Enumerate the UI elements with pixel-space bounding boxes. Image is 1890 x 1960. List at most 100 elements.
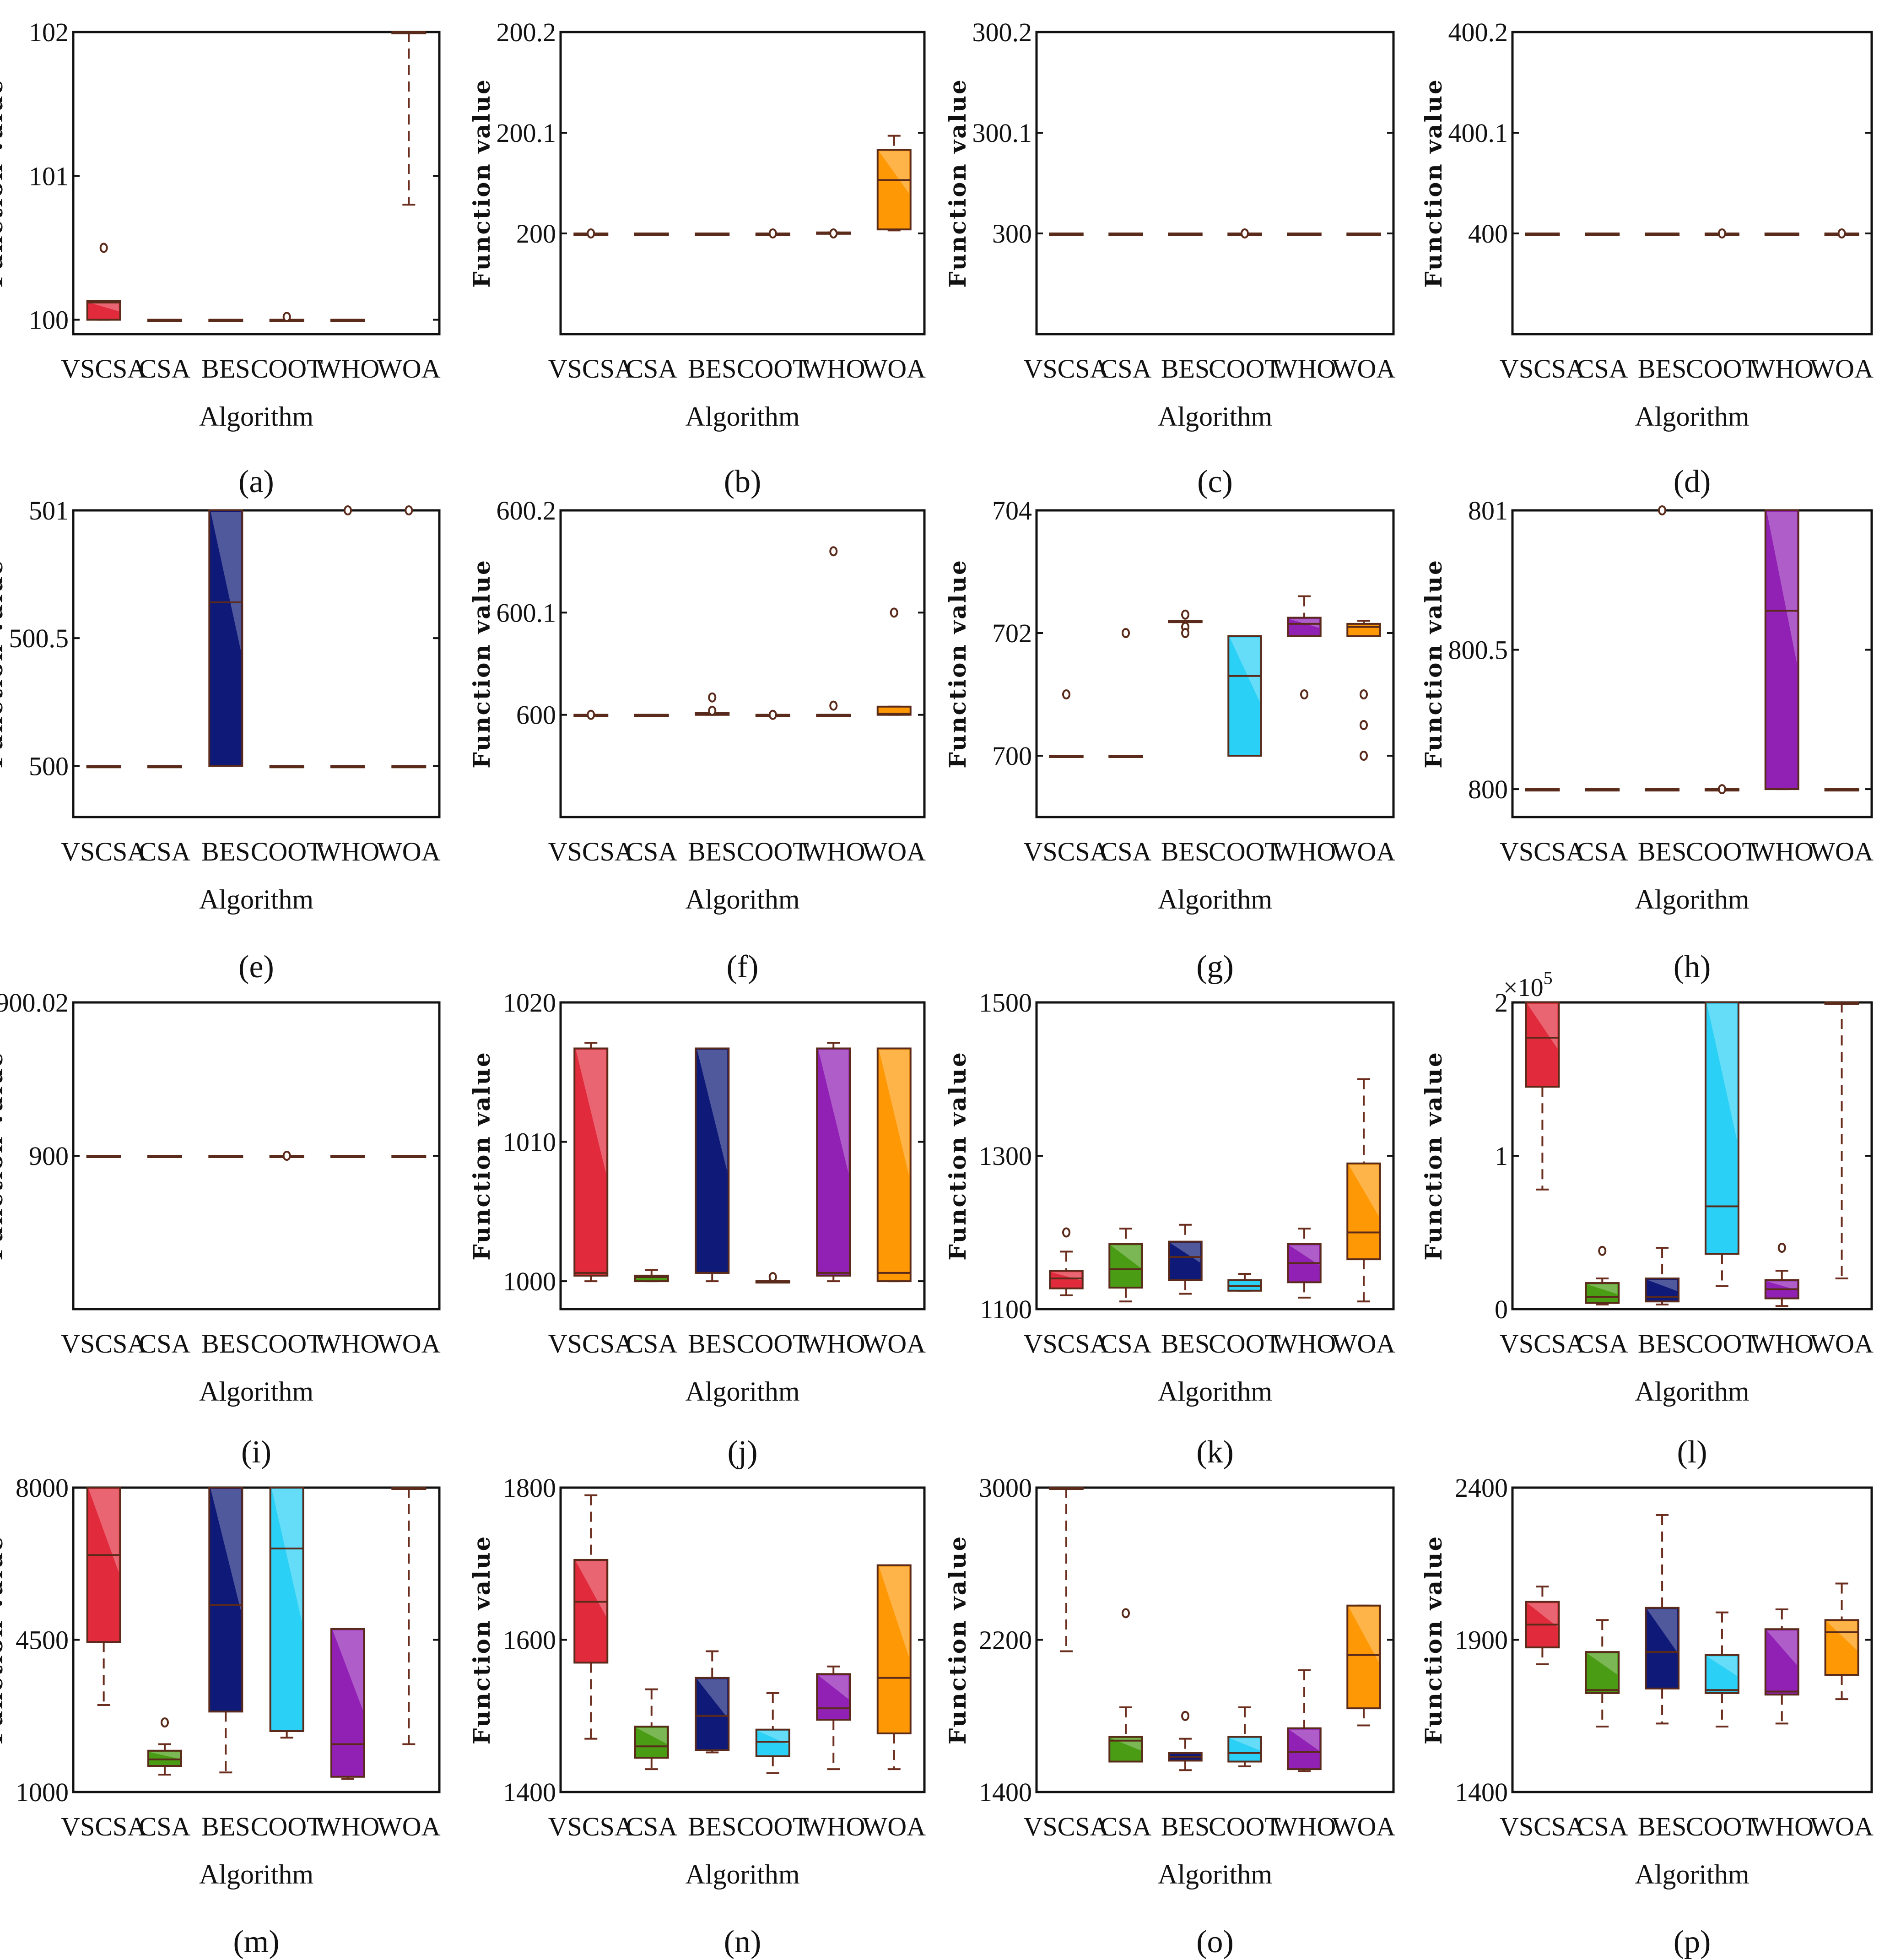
y-tick-label: 2 [1495, 988, 1508, 1018]
x-tick-label: WOA [862, 837, 926, 866]
plot-frame [72, 509, 441, 818]
box-coot [269, 312, 304, 322]
box-csa [634, 714, 669, 717]
x-tick-label: WOA [1810, 1812, 1874, 1841]
y-tick-label: 101 [29, 161, 69, 191]
y-axis-label: Function value [0, 78, 8, 288]
box-highlight [1527, 1603, 1558, 1627]
y-tick-label: 1400 [1455, 1777, 1508, 1807]
y-axis-label: Function value [0, 559, 8, 769]
box-vscsa [1525, 788, 1560, 792]
x-tick-label: COOT [1209, 1812, 1281, 1841]
outlier-point [1122, 628, 1130, 638]
outlier-point [1837, 228, 1846, 238]
box-body [1346, 623, 1381, 637]
outlier-point [405, 505, 413, 515]
x-tick-label: COOT [737, 1329, 809, 1359]
box-highlight [1230, 1738, 1260, 1751]
box-body [1645, 1607, 1680, 1689]
x-tick-label: BES [688, 837, 736, 866]
box-bes [1168, 1711, 1203, 1771]
box-vscsa [86, 1487, 121, 1706]
box-coot [269, 1151, 304, 1161]
box-csa [1108, 628, 1143, 758]
box-highlight [1289, 1729, 1319, 1751]
box-who [1764, 1608, 1799, 1725]
box-highlight [757, 1731, 788, 1744]
box-highlight [1766, 1630, 1797, 1665]
box-body [1704, 1002, 1739, 1255]
panel-caption: (n) [724, 1924, 761, 1960]
axis-multiplier: ×105 [1503, 968, 1553, 1002]
box-highlight [636, 1728, 667, 1744]
x-tick-label: WOA [377, 1329, 441, 1359]
y-tick-label: 1400 [979, 1777, 1032, 1807]
box-bes [695, 1047, 730, 1283]
box-body [1227, 1736, 1262, 1763]
plot-frame [72, 1001, 441, 1310]
y-axis-label: Function value [468, 559, 495, 769]
box-coot [1227, 635, 1262, 757]
x-tick-label: CSA [1100, 1329, 1152, 1359]
box-body [1108, 1243, 1143, 1289]
x-axis-label: Algorithm [199, 1376, 313, 1407]
box-csa [1108, 1608, 1143, 1763]
box-coot [1227, 1272, 1262, 1292]
y-tick-label: 1010 [503, 1127, 556, 1157]
box-woa [876, 1047, 912, 1283]
plot-frame [72, 31, 441, 336]
y-tick-label: 400.1 [1448, 118, 1508, 148]
box-highlight [879, 1050, 909, 1177]
x-tick-label: CSA [1100, 837, 1152, 866]
x-tick-label: BES [688, 1329, 736, 1359]
box-coot [755, 709, 790, 720]
box-csa [1108, 1228, 1143, 1303]
x-tick-label: WHO [802, 354, 865, 384]
box-vscsa [1049, 233, 1084, 236]
box-bes [695, 233, 730, 236]
x-tick-label: COOT [1686, 837, 1758, 866]
box-woa [391, 31, 427, 206]
x-tick-label: BES [201, 837, 250, 866]
y-axis-label: Function value [0, 1051, 8, 1261]
box-coot [1227, 228, 1262, 238]
outlier-point [344, 505, 352, 515]
y-tick-label: 102 [29, 17, 69, 47]
y-tick-label: 0 [1495, 1294, 1508, 1324]
y-tick-label: 400 [1468, 219, 1508, 249]
box-highlight [1647, 1609, 1678, 1652]
x-tick-label: CSA [626, 837, 677, 866]
x-tick-label: COOT [1209, 1329, 1281, 1359]
box-who [1764, 233, 1799, 236]
y-tick-label: 600 [516, 700, 556, 730]
panel-caption: (f) [727, 949, 759, 985]
y-axis-label: Function value [468, 1051, 495, 1261]
y-tick-label: 800.5 [1448, 635, 1508, 665]
x-tick-label: BES [201, 1812, 250, 1841]
outlier-point [768, 228, 777, 238]
multiplier-base: ×10 [1503, 974, 1544, 1002]
outlier-point [1181, 628, 1189, 638]
x-axis-label: Algorithm [686, 401, 800, 432]
x-tick-label: CSA [139, 837, 191, 866]
x-tick-label: WHO [316, 354, 380, 384]
panel-caption: (l) [1677, 1435, 1707, 1470]
box-highlight [1766, 1281, 1797, 1290]
x-tick-label: BES [1161, 354, 1210, 384]
plot-frame [1511, 1001, 1873, 1310]
x-tick-label: CSA [1577, 1812, 1628, 1841]
box-bes [695, 1650, 730, 1754]
y-tick-label: 200 [516, 219, 556, 249]
y-tick-label: 801 [1468, 496, 1508, 525]
x-tick-label: BES [1638, 1812, 1686, 1841]
box-vscsa [1525, 1002, 1560, 1191]
x-axis-label: Algorithm [1635, 884, 1750, 915]
x-tick-label: WOA [1810, 354, 1874, 384]
